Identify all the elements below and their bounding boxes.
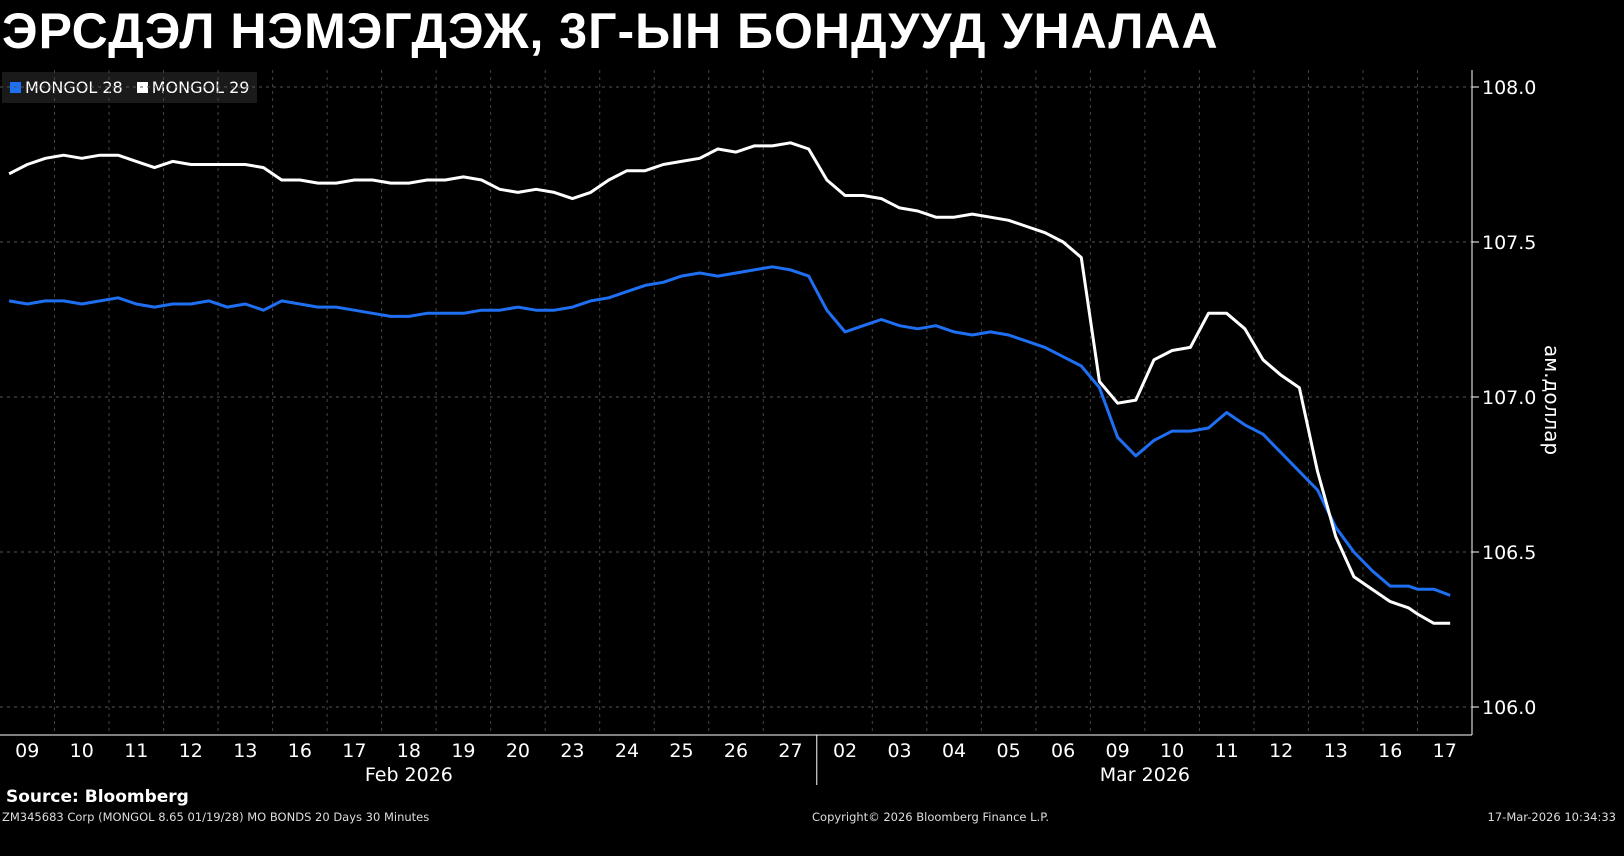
y-tick-label: 106.0 xyxy=(1482,697,1536,719)
ticker-info: ZM345683 Corp (MONGOL 8.65 01/19/28) MO … xyxy=(2,810,430,824)
x-tick-label: 19 xyxy=(451,740,475,762)
x-tick-label: 17 xyxy=(1433,740,1457,762)
series-line-mongol-29 xyxy=(8,141,1451,625)
y-axis-label: ам.доллар xyxy=(1540,345,1564,455)
x-tick-label: 27 xyxy=(778,740,802,762)
x-tick-label: 23 xyxy=(560,740,584,762)
month-label: Mar 2026 xyxy=(1100,764,1190,786)
y-tick-label: 107.0 xyxy=(1482,387,1536,409)
x-tick-label: 18 xyxy=(397,740,421,762)
source-label: Source: Bloomberg xyxy=(6,787,189,807)
x-tick-label: 03 xyxy=(887,740,911,762)
x-tick-label: 04 xyxy=(942,740,966,762)
chart-area: 108.0 107.5 107.0 106.5 106.0 09 10 11 12 13 16 17 1… xyxy=(0,70,1564,786)
x-tick-label: 05 xyxy=(996,740,1020,762)
x-tick-label: 11 xyxy=(1215,740,1239,762)
x-tick-label: 11 xyxy=(124,740,148,762)
legend: MONGOL 28 MONGOL 29 xyxy=(2,72,258,103)
x-tick-label: 02 xyxy=(833,740,857,762)
x-tick-label: 13 xyxy=(233,740,257,762)
y-tick-label: 107.5 xyxy=(1482,232,1536,254)
x-tick-label: 06 xyxy=(1051,740,1075,762)
y-tick-label: 108.0 xyxy=(1482,77,1536,99)
x-tick-label: 12 xyxy=(179,740,203,762)
x-tick-label: 13 xyxy=(1324,740,1348,762)
x-tick-label: 16 xyxy=(288,740,312,762)
x-tick-label: 25 xyxy=(669,740,693,762)
x-tick-label: 10 xyxy=(1160,740,1184,762)
x-tick-label: 10 xyxy=(70,740,94,762)
y-tick-label: 106.5 xyxy=(1482,542,1536,564)
x-tick-label: 24 xyxy=(615,740,639,762)
x-tick-label: 20 xyxy=(506,740,530,762)
legend-label: MONGOL 29 xyxy=(151,78,250,97)
month-label: Feb 2026 xyxy=(365,764,453,786)
x-tick-label: 26 xyxy=(724,740,748,762)
copyright: Copyright© 2026 Bloomberg Finance L.P. xyxy=(812,810,1049,824)
x-tick-label: 17 xyxy=(342,740,366,762)
x-tick-label: 16 xyxy=(1378,740,1402,762)
x-tick-label: 12 xyxy=(1269,740,1293,762)
timestamp: 17-Mar-2026 10:34:33 xyxy=(1487,810,1616,824)
x-tick-label: 09 xyxy=(15,740,39,762)
chart-title: ЭРСДЭЛ НЭМЭГДЭЖ, 3Г-ЫН БОНДУУД УНАЛАА xyxy=(2,3,1219,59)
legend-label: MONGOL 28 xyxy=(25,78,123,97)
x-tick-label: 09 xyxy=(1106,740,1130,762)
series-line-mongol-28 xyxy=(8,265,1451,597)
